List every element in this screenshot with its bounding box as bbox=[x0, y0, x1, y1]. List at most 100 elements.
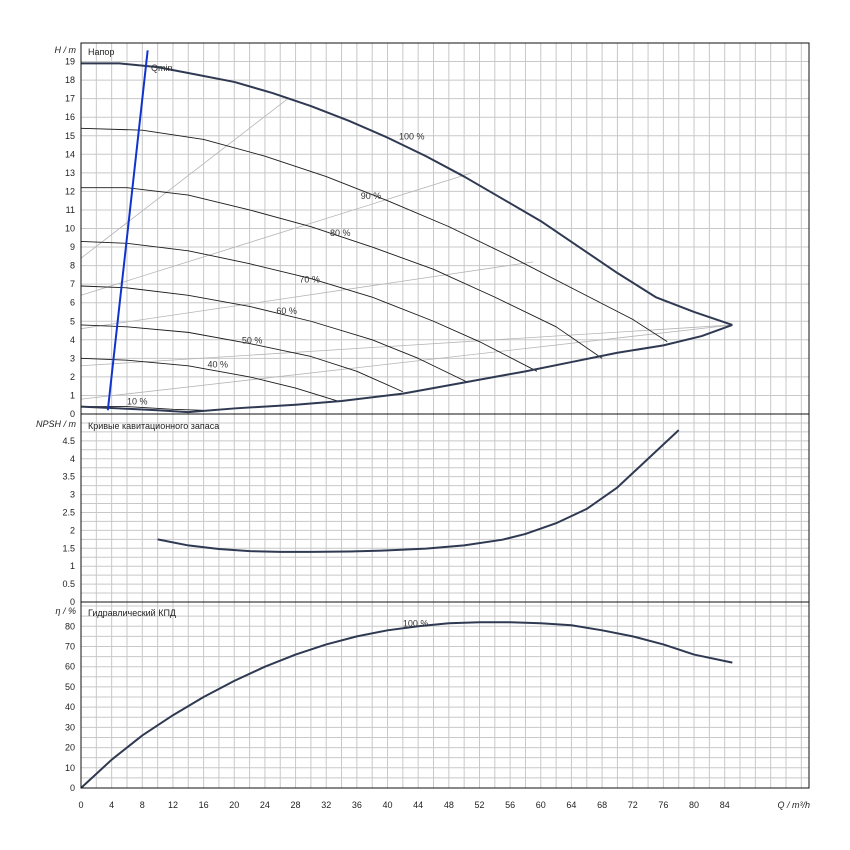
y-tick-label: 6 bbox=[70, 298, 75, 308]
efficiency-panel-title: Гидравлический КПД bbox=[88, 608, 176, 618]
x-tick-label: 80 bbox=[689, 800, 699, 810]
x-tick-label: 56 bbox=[505, 800, 515, 810]
series-line bbox=[80, 241, 538, 372]
plot-area: 100 % 90 % 80 % 70 % 60 % 50 % 40 % 10 % 100 % bbox=[80, 50, 733, 789]
x-tick-label: 44 bbox=[413, 800, 423, 810]
y-tick-label: 1 bbox=[70, 561, 75, 571]
efficiency-guide-line bbox=[80, 261, 534, 330]
y-tick-label: 10 bbox=[65, 763, 75, 773]
curve-label: 40 % bbox=[207, 360, 228, 370]
x-tick-label: 32 bbox=[321, 800, 331, 810]
y-tick-label: 70 bbox=[65, 641, 75, 651]
y-tick-label: 15 bbox=[65, 131, 75, 141]
y-tick-label: 3.5 bbox=[62, 472, 75, 482]
y-tick-label: 40 bbox=[65, 702, 75, 712]
y-tick-label: 0 bbox=[70, 409, 75, 419]
x-tick-label: 12 bbox=[168, 800, 178, 810]
curve-label: 80 % bbox=[330, 228, 351, 238]
y-tick-label: 2 bbox=[70, 525, 75, 535]
head-panel-title: Напор bbox=[88, 47, 114, 57]
y-tick-label: 2.5 bbox=[62, 507, 75, 517]
series-line bbox=[80, 357, 338, 402]
x-tick-label: 24 bbox=[260, 800, 270, 810]
x-tick-label: 36 bbox=[352, 800, 362, 810]
x-tick-label: 4 bbox=[109, 800, 114, 810]
y-tick-label: 11 bbox=[66, 205, 75, 215]
curve-label: 70 % bbox=[299, 274, 320, 284]
efficiency-y-axis-label: η / % bbox=[55, 606, 76, 616]
y-tick-label: 12 bbox=[65, 186, 75, 196]
y-tick-label: 80 bbox=[65, 621, 75, 631]
curve-label: 100 % bbox=[403, 618, 429, 628]
series-line bbox=[81, 62, 733, 326]
x-tick-label: 28 bbox=[291, 800, 301, 810]
y-tick-label: 1 bbox=[70, 390, 75, 400]
efficiency-guide-line bbox=[80, 324, 733, 367]
series-line bbox=[157, 429, 680, 553]
curve-label: 60 % bbox=[276, 306, 297, 316]
x-tick-label: 76 bbox=[658, 800, 668, 810]
y-tick-label: 17 bbox=[65, 94, 75, 104]
y-tick-label: 14 bbox=[65, 149, 75, 159]
y-tick-label: 10 bbox=[65, 224, 75, 234]
x-tick-label: 84 bbox=[720, 800, 730, 810]
x-tick-label: 72 bbox=[628, 800, 638, 810]
x-axis-label: Q / m³/h bbox=[777, 800, 810, 810]
series-line bbox=[81, 187, 603, 359]
y-tick-label: 7 bbox=[70, 279, 75, 289]
y-tick-label: 4 bbox=[70, 335, 75, 345]
curve-label: 90 % bbox=[361, 191, 382, 201]
npsh-panel-title: Кривые кавитационного запаса bbox=[88, 421, 219, 431]
curve-label: 10 % bbox=[127, 397, 148, 407]
panel-frame bbox=[80, 601, 810, 789]
y-tick-label: 60 bbox=[65, 662, 75, 672]
x-tick-label: 20 bbox=[229, 800, 239, 810]
y-tick-label: 9 bbox=[70, 242, 75, 252]
x-tick-label: 48 bbox=[444, 800, 454, 810]
y-tick-label: 19 bbox=[65, 57, 75, 67]
y-tick-label: 4 bbox=[70, 454, 75, 464]
efficiency-guide-line bbox=[80, 98, 289, 259]
y-tick-label: 30 bbox=[65, 722, 75, 732]
series-line bbox=[80, 324, 733, 414]
y-tick-label: 5 bbox=[70, 316, 75, 326]
x-tick-label: 40 bbox=[383, 800, 393, 810]
tick-labels: 01234567891011121314151617181900.511.522… bbox=[62, 57, 729, 810]
series-line bbox=[80, 621, 733, 789]
y-tick-label: 13 bbox=[65, 168, 75, 178]
x-tick-label: 52 bbox=[474, 800, 484, 810]
x-tick-label: 68 bbox=[597, 800, 607, 810]
x-tick-label: 64 bbox=[566, 800, 576, 810]
x-tick-label: 60 bbox=[536, 800, 546, 810]
series-line bbox=[80, 127, 668, 343]
qmin-line bbox=[106, 50, 149, 411]
y-tick-label: 2 bbox=[70, 372, 75, 382]
y-tick-label: 0.5 bbox=[62, 579, 75, 589]
series-line bbox=[81, 406, 204, 411]
curve-label: 100 % bbox=[399, 131, 425, 141]
efficiency-guide-line bbox=[80, 324, 733, 400]
x-tick-label: 8 bbox=[140, 800, 145, 810]
y-tick-label: 0 bbox=[70, 597, 75, 607]
x-tick-label: 16 bbox=[199, 800, 209, 810]
y-tick-label: 50 bbox=[65, 682, 75, 692]
series-line bbox=[80, 285, 469, 383]
y-tick-label: 8 bbox=[70, 261, 75, 271]
series-line bbox=[80, 324, 404, 393]
y-tick-label: 18 bbox=[65, 75, 75, 85]
y-tick-label: 1.5 bbox=[62, 543, 75, 553]
panel-frames bbox=[80, 42, 810, 789]
npsh-y-axis-label: NPSH / m bbox=[36, 419, 77, 429]
qmin-label: Qmin bbox=[151, 63, 173, 73]
y-tick-label: 3 bbox=[70, 490, 75, 500]
y-tick-label: 20 bbox=[65, 743, 75, 753]
y-tick-label: 16 bbox=[65, 112, 75, 122]
efficiency-guide-line bbox=[80, 172, 472, 296]
grid-lines bbox=[80, 42, 809, 789]
x-tick-label: 0 bbox=[78, 800, 83, 810]
head-y-axis-label: H / m bbox=[55, 45, 77, 55]
curve-label: 50 % bbox=[242, 336, 263, 346]
y-tick-label: 3 bbox=[70, 353, 75, 363]
